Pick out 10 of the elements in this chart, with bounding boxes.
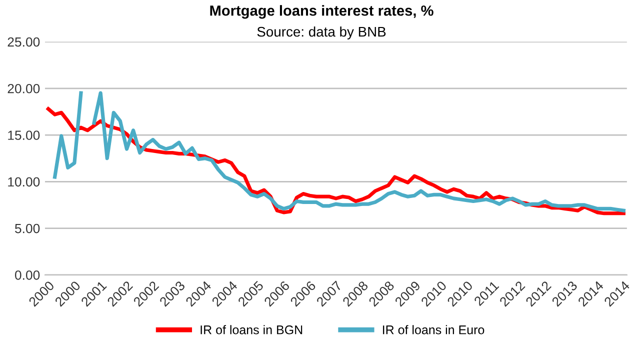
y-tick-label: 15.00 [8, 130, 40, 140]
chart-title: Mortgage loans interest rates, % [210, 5, 434, 19]
y-tick-label: 20.00 [8, 84, 40, 94]
chart-subtitle: Source: data by BNB [257, 26, 386, 40]
y-tick-label: 5.00 [15, 224, 40, 234]
y-tick-label: 0.00 [14, 270, 40, 280]
legend-label: IR of loans in BGN [200, 325, 302, 334]
y-tick-label: 25.00 [8, 37, 40, 47]
legend-label: IR of loans in Euro [382, 325, 484, 334]
y-tick-label: 10.00 [8, 177, 40, 187]
